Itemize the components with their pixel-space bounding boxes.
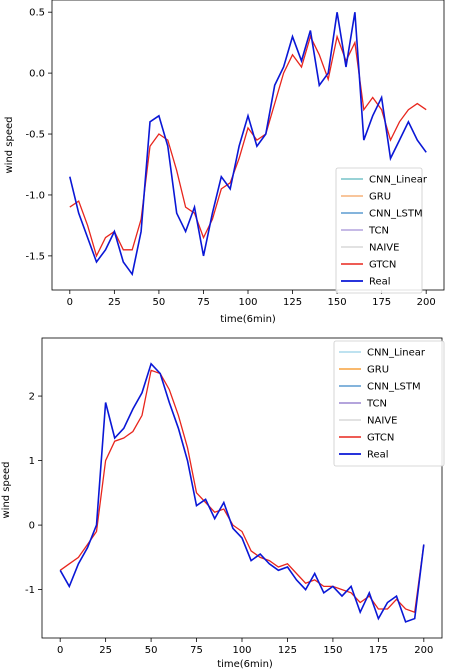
legend-label: TCN [366,399,387,410]
x-tick-label: 25 [108,297,121,308]
legend-label: GTCN [367,433,394,444]
legend-label: CNN_Linear [369,175,428,186]
legend-label: CNN_LSTM [369,209,423,220]
x-tick-label: 200 [414,645,433,656]
series-line-real [69,12,427,277]
y-tick-label: 0.5 [29,8,45,19]
legend-box [333,340,445,467]
xlabel-top: time(6min) [220,314,276,325]
legend-label: GRU [369,192,391,203]
series-line-real [59,362,425,623]
y-tick-label: 1 [29,456,35,467]
x-tick-label: 25 [99,645,112,656]
x-tick-label: 0 [67,297,73,308]
x-tick-label: 125 [278,645,297,656]
x-tick-label: 175 [369,645,388,656]
legend-label: NAIVE [367,416,397,427]
x-tick-label: 125 [283,297,302,308]
x-tick-label: 75 [197,297,210,308]
legend-box [335,167,423,294]
x-tick-label: 100 [232,645,251,656]
xlabel-bottom: time(6min) [217,659,273,670]
y-tick-label: -0.5 [25,130,45,141]
x-tick-label: 150 [328,297,347,308]
y-tick-label: 2 [29,392,35,403]
legend-label: Real [367,450,389,461]
legend-label: GRU [367,365,389,376]
series-line-gtcn [69,34,427,258]
y-tick-label: -1.5 [25,251,45,262]
chart-bottom: wind speed time(6min) 0 25 50 75 100 125 150 17… [1,337,445,670]
legend-label: CNN_LSTM [367,382,421,393]
chart-top: wind speed time(6min) 0 25 50 75 100 125 150 17… [4,0,445,325]
y-tick-label: -1.0 [25,190,45,201]
legend-label: NAIVE [369,243,399,254]
x-tick-label: 200 [417,297,436,308]
legend-label: CNN_Linear [367,348,426,359]
x-tick-label: 175 [372,297,391,308]
y-tick-label: -1 [25,585,35,596]
x-tick-label: 150 [323,645,342,656]
x-tick-label: 75 [190,645,203,656]
series-line-gtcn [59,369,425,614]
x-tick-label: 100 [238,297,257,308]
legend-label: TCN [368,226,389,237]
ylabel-top: wind speed [4,116,15,173]
y-tick-label: 0.0 [29,69,45,80]
x-tick-label: 0 [57,645,63,656]
legend-label: GTCN [369,260,396,271]
legend-label: Real [369,277,391,288]
x-tick-label: 50 [153,297,166,308]
x-tick-label: 50 [145,645,158,656]
ylabel-bottom: wind speed [1,461,12,518]
y-tick-label: 0 [29,521,35,532]
